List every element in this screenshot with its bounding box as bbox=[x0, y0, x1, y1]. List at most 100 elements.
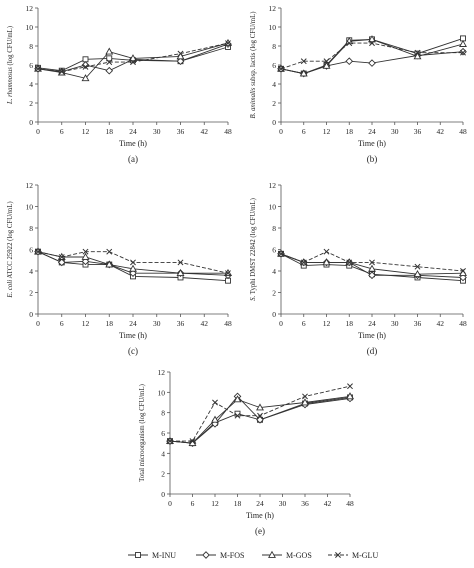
y-tick-label: 12 bbox=[269, 4, 277, 13]
legend-label: M-GOS bbox=[286, 551, 312, 560]
x-tick-label: 6 bbox=[302, 319, 306, 328]
panel-label: (a) bbox=[128, 154, 138, 164]
legend-marker bbox=[268, 550, 276, 558]
y-tick-label: 6 bbox=[161, 429, 165, 438]
x-tick-label: 48 bbox=[224, 319, 232, 328]
x-tick-label: 0 bbox=[36, 319, 40, 328]
data-point bbox=[212, 399, 218, 406]
x-tick-label: 0 bbox=[279, 319, 283, 328]
data-point bbox=[459, 39, 467, 47]
chart-panel-b: 0 2 4 6 8 10 12 0 6 12 18 24 30 36 42 48 Time (h) B. anim… bbox=[237, 0, 474, 168]
panel-label: (e) bbox=[255, 526, 265, 536]
y-tick-label: 4 bbox=[161, 449, 165, 458]
series-m-glu bbox=[278, 248, 466, 274]
data-point bbox=[177, 259, 184, 266]
y-tick-label: 12 bbox=[269, 181, 277, 190]
y-tick-label: 4 bbox=[272, 267, 276, 276]
x-tick-label: 12 bbox=[323, 127, 331, 136]
legend-marker bbox=[135, 552, 141, 558]
data-point bbox=[300, 259, 307, 266]
data-point bbox=[58, 68, 65, 75]
y-tick-label: 12 bbox=[158, 368, 166, 377]
data-point bbox=[130, 59, 136, 66]
x-tick-label: 42 bbox=[324, 499, 332, 508]
y-tick-label: 2 bbox=[29, 289, 33, 298]
x-tick-label: 36 bbox=[301, 499, 309, 508]
x-axis-label: Time (h) bbox=[119, 139, 147, 148]
y-tick-label: 12 bbox=[26, 4, 34, 13]
data-point bbox=[346, 40, 353, 47]
x-axis-label: Time (h) bbox=[119, 331, 147, 340]
data-point bbox=[460, 49, 466, 56]
data-point bbox=[129, 269, 137, 277]
data-point bbox=[176, 268, 185, 276]
y-tick-label: 10 bbox=[269, 23, 277, 32]
data-point bbox=[225, 270, 231, 277]
y-tick-label: 0 bbox=[29, 310, 33, 319]
series-m-fos bbox=[34, 247, 232, 280]
data-point bbox=[106, 248, 113, 255]
y-tick-label: 2 bbox=[272, 289, 276, 298]
x-tick-label: 48 bbox=[459, 319, 467, 328]
data-point bbox=[176, 57, 185, 66]
x-tick-label: 48 bbox=[459, 127, 467, 136]
y-tick-label: 0 bbox=[272, 310, 276, 319]
data-point bbox=[369, 40, 375, 47]
data-point bbox=[302, 393, 308, 400]
chart-panel-d: 0 2 4 6 8 10 12 0 6 12 18 24 30 36 42 48 Time (h) S. Typh… bbox=[237, 175, 474, 360]
panel-label: (b) bbox=[367, 154, 378, 164]
data-point bbox=[301, 398, 309, 406]
series-m-glu bbox=[35, 40, 231, 75]
x-tick-label: 36 bbox=[414, 127, 422, 136]
y-axis-label: B. animalis subsp. lactis (log CFU/mL) bbox=[250, 11, 257, 118]
data-point bbox=[58, 254, 65, 260]
x-tick-label: 42 bbox=[201, 319, 209, 328]
data-point bbox=[177, 50, 184, 57]
y-tick-label: 8 bbox=[29, 224, 33, 233]
y-axis-label: E. coli ATCC 25922 (log CFU/mL) bbox=[7, 201, 14, 298]
data-point bbox=[368, 271, 376, 280]
data-point bbox=[233, 395, 242, 403]
x-tick-label: 30 bbox=[279, 499, 287, 508]
data-point bbox=[57, 258, 66, 267]
x-tick-label: 30 bbox=[391, 319, 399, 328]
y-tick-label: 0 bbox=[161, 490, 165, 499]
y-axis-label: Total microorganism (log CFU/mL) bbox=[139, 384, 146, 482]
y-tick-label: 2 bbox=[272, 99, 276, 108]
x-tick-label: 36 bbox=[177, 127, 185, 136]
x-tick-label: 30 bbox=[391, 127, 399, 136]
data-point bbox=[345, 57, 354, 66]
data-point bbox=[257, 412, 263, 419]
data-point bbox=[368, 264, 376, 272]
y-tick-label: 10 bbox=[26, 203, 34, 212]
chart-panel-e: 0 2 4 6 8 10 12 0 6 12 18 24 30 36 42 48 Time (h) Total m… bbox=[118, 362, 355, 537]
data-point bbox=[105, 47, 114, 55]
series-m-glu bbox=[278, 40, 466, 72]
y-tick-label: 8 bbox=[272, 42, 276, 51]
legend-item-m-inu: M-INU bbox=[128, 551, 176, 560]
x-tick-label: 0 bbox=[279, 127, 283, 136]
legend-label: M-INU bbox=[152, 551, 176, 560]
data-point bbox=[346, 259, 353, 266]
data-point bbox=[368, 59, 376, 67]
data-point bbox=[176, 52, 185, 60]
x-tick-label: 36 bbox=[414, 319, 422, 328]
chart-panel-a: 0 2 4 6 8 10 12 0 6 12 18 24 30 36 42 48 Time (h) L. rham… bbox=[0, 0, 237, 168]
x-tick-label: 24 bbox=[129, 319, 137, 328]
data-point bbox=[459, 273, 467, 282]
y-tick-label: 4 bbox=[272, 80, 276, 89]
series-m-gos bbox=[277, 35, 467, 77]
data-point bbox=[129, 54, 137, 62]
data-point bbox=[106, 55, 113, 62]
x-tick-label: 6 bbox=[60, 319, 64, 328]
data-point bbox=[105, 66, 114, 75]
y-tick-label: 8 bbox=[29, 42, 33, 51]
data-point bbox=[300, 58, 307, 65]
x-axis-label: Time (h) bbox=[358, 331, 386, 340]
data-point bbox=[459, 47, 467, 56]
x-tick-label: 24 bbox=[256, 499, 264, 508]
y-tick-label: 6 bbox=[29, 61, 33, 70]
legend-label: M-GLU bbox=[352, 551, 378, 560]
